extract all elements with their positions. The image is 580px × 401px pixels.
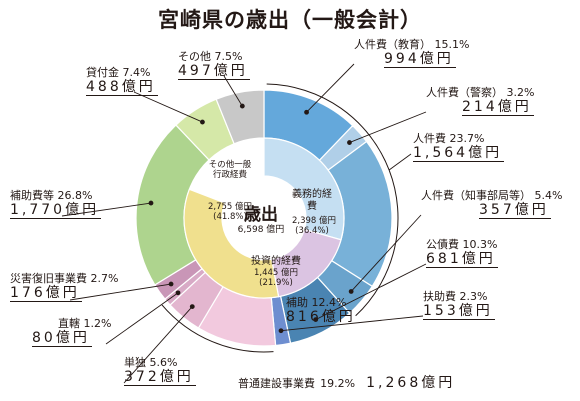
- slice-label-personnel-total: 人件費 23.7% 1,564億円: [413, 132, 505, 162]
- slice-pct: 23.7%: [449, 132, 485, 145]
- inner-group-pct: (21.9%): [259, 278, 293, 288]
- slice-name: 公債費: [426, 238, 459, 251]
- slice-label-assistance: 扶助費 2.3% 153億円: [423, 290, 495, 320]
- leader-line-5: [280, 315, 424, 332]
- slice-name: 災害復旧事業費: [10, 272, 87, 285]
- slice-pct: 2.7%: [90, 272, 119, 285]
- construction-bracket: [161, 304, 274, 353]
- slice-pct: 26.8%: [57, 189, 93, 202]
- slice-label-loans: 貸付金 7.4% 488億円: [86, 66, 158, 96]
- center-disc: [222, 176, 306, 260]
- slice-name: 人件費（警察）: [426, 86, 503, 99]
- slice-pct: 12.4%: [311, 296, 347, 309]
- slice-pct: 5.4%: [534, 189, 563, 202]
- leader-dot-10: [148, 200, 154, 206]
- leader-line-3: [350, 214, 422, 292]
- composite-label-construction: 普通建設事業費 19.2% 1,268億円: [238, 372, 455, 391]
- leader-line-4: [315, 263, 427, 321]
- slice-name: その他: [178, 50, 211, 63]
- slice-amount: 1,770億円: [10, 202, 102, 219]
- leader-line-8: [105, 292, 179, 345]
- slice-pct: 15.1%: [434, 38, 470, 51]
- slice-amount: 372億円: [124, 369, 196, 386]
- slice-pct: 10.3%: [462, 238, 498, 251]
- slice-amount: 153億円: [423, 303, 495, 320]
- chart-title: 宮崎県の歳出（一般会計）: [158, 8, 422, 32]
- slice-pct: 5.6%: [149, 356, 178, 369]
- inner-group-label-investment: 投資的経費 1,445 億円 (21.9%): [246, 256, 306, 288]
- inner-group-name: 義務的経費: [292, 189, 332, 212]
- slice-pct: 7.4%: [122, 66, 151, 79]
- leader-dot-9: [168, 281, 174, 287]
- inner-group-name: その他一般行政経費: [208, 160, 252, 180]
- slice-amount: 80億円: [32, 330, 92, 347]
- slice-pct: 7.5%: [214, 50, 243, 63]
- leader-line-1: [349, 111, 427, 143]
- center-label: 歳出 6,598 億円: [233, 205, 289, 236]
- slice-name: 補助費等: [10, 189, 54, 202]
- inner-group-label-other: その他一般行政経費 2,755 億円 (41.8%): [200, 160, 260, 222]
- slice-name: 単独: [124, 356, 146, 369]
- slice-amount: 176億円: [10, 285, 82, 302]
- slice-amount: 214億円: [462, 99, 534, 116]
- slice-label-police: 人件費（警察） 3.2% 214億円: [426, 86, 535, 116]
- slice-label-governor: 人件費（知事部局等） 5.4% 357億円: [421, 189, 563, 219]
- leader-line-7: [123, 306, 193, 384]
- slice-amount: 488億円: [86, 79, 158, 96]
- slice-amount: 497億円: [178, 63, 250, 80]
- slice-amount: 816億円: [286, 309, 356, 325]
- slice-label-subsidy-construction: 補助 12.4% 816億円: [286, 296, 356, 325]
- leader-line-11: [133, 91, 203, 123]
- slice-label-subsidies: 補助費等 26.8% 1,770億円: [10, 189, 102, 219]
- slice-label-debt: 公債費 10.3% 681億円: [426, 238, 498, 268]
- slice-name: 人件費（知事部局等）: [421, 189, 531, 202]
- slice-name: 人件費（教育）: [354, 38, 431, 51]
- composite-amount: 1,268億円: [366, 375, 456, 391]
- slice-label-education: 人件費（教育） 15.1% 994億円: [354, 38, 470, 68]
- leader-line-9: [69, 283, 172, 301]
- personnel-bracket-leader: [388, 153, 412, 171]
- slice-name: 貸付金: [86, 66, 119, 79]
- inner-group-name: 投資的経費: [251, 256, 301, 267]
- slice-label-others: その他 7.5% 497億円: [178, 50, 250, 80]
- inner-group-pct: (36.4%): [295, 226, 329, 236]
- leader-line-10: [61, 202, 152, 217]
- leader-line-0: [306, 63, 355, 113]
- slice-label-independent: 単独 5.6% 372億円: [124, 356, 196, 386]
- center-total: 6,598 億円: [237, 225, 285, 235]
- inner-group-amount: 2,755 億円: [207, 202, 253, 212]
- slice-name: 直轄: [58, 317, 80, 330]
- slice-name: 人件費: [413, 132, 446, 145]
- slice-amount: 1,564億円: [413, 145, 505, 162]
- inner-group-pct: (41.8%): [213, 212, 247, 222]
- inner-group-amount: 2,398 億円: [292, 216, 337, 226]
- slice-pct: 1.2%: [83, 317, 112, 330]
- slice-amount: 994億円: [384, 51, 456, 68]
- slice-amount: 681億円: [426, 251, 498, 268]
- personnel-bracket: [266, 83, 399, 317]
- composite-name: 普通建設事業費: [238, 377, 315, 390]
- inner-group-amount: 1,445 億円: [253, 268, 299, 278]
- inner-group-label-mandatory: 義務的経費 2,398 億円 (36.4%): [292, 189, 337, 236]
- leader-line-12: [223, 75, 243, 107]
- slice-amount: 357億円: [479, 202, 551, 219]
- center-title: 歳出: [244, 205, 278, 225]
- composite-pct: 19.2%: [320, 377, 356, 390]
- slice-pct: 2.3%: [459, 290, 488, 303]
- slice-pct: 3.2%: [506, 86, 535, 99]
- slice-12: [215, 89, 265, 145]
- slice-name: 扶助費: [423, 290, 456, 303]
- slice-label-direct: 直轄 1.2% 80億円: [32, 317, 112, 347]
- slice-label-disaster: 災害復旧事業費 2.7% 176億円: [10, 272, 119, 302]
- slice-name: 補助: [286, 296, 308, 309]
